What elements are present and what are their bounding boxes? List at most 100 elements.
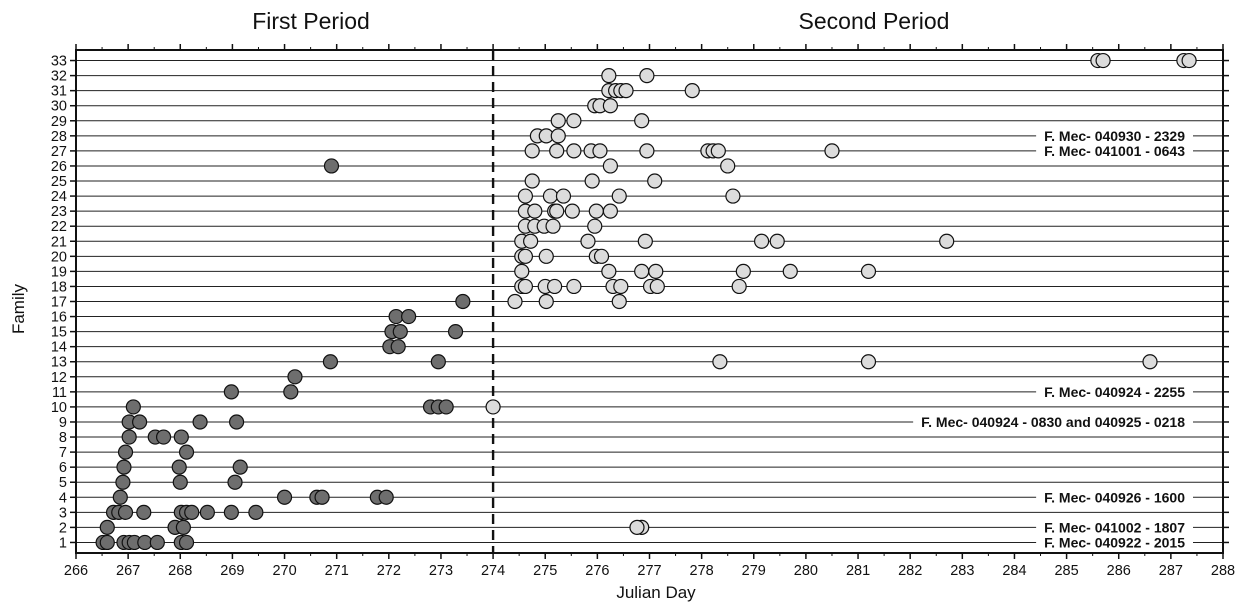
- first-period-point: [172, 474, 188, 490]
- first-period-point: [112, 489, 128, 505]
- x-tick-label: 276: [585, 563, 609, 579]
- second-period-point: [550, 128, 566, 144]
- second-period-point: [542, 188, 559, 204]
- x-tick-label: 268: [168, 563, 192, 579]
- y-tick-label: 5: [59, 475, 67, 491]
- second-period-point: [647, 173, 663, 189]
- second-period-point: [601, 263, 617, 279]
- x-axis-label: Julian Day: [616, 583, 696, 602]
- y-tick-label: 26: [51, 159, 67, 175]
- first-period-point: [287, 369, 303, 385]
- x-tick-label: 266: [64, 563, 88, 579]
- annotation-label: F. Mec- 040930 - 2329: [1044, 128, 1185, 144]
- y-tick-label: 22: [51, 219, 67, 235]
- y-tick-label: 18: [51, 279, 67, 295]
- y-tick-label: 17: [51, 295, 67, 311]
- first-period-point: [378, 489, 394, 505]
- second-period-point: [555, 188, 572, 204]
- y-tick-label: 1: [59, 535, 67, 551]
- y-tick-label: 32: [51, 69, 67, 85]
- second-period-point: [720, 158, 736, 174]
- x-tick-label: 283: [950, 563, 974, 579]
- second-period-point: [524, 173, 540, 189]
- second-period-point: [549, 143, 565, 159]
- y-tick-label: 27: [51, 144, 67, 160]
- y-tick-label: 30: [51, 99, 67, 115]
- second-period-point: [523, 233, 539, 249]
- first-period-point: [390, 339, 406, 355]
- second-period-point: [639, 68, 655, 84]
- x-tick-label: 280: [794, 563, 818, 579]
- x-tick-label: 288: [1211, 563, 1235, 579]
- second-period-point: [566, 278, 582, 295]
- first-period-point: [438, 399, 454, 415]
- first-period-point: [314, 489, 330, 505]
- first-period-point: [276, 489, 293, 505]
- first-period-point: [132, 414, 148, 430]
- annotation-background: [1036, 141, 1193, 160]
- x-tick-label: 270: [272, 563, 296, 579]
- annotation-background: [1036, 518, 1193, 537]
- second-period-point: [611, 293, 627, 310]
- x-tick-label: 285: [1054, 563, 1078, 579]
- second-period-point: [564, 203, 580, 219]
- second-period-point: [517, 188, 534, 204]
- second-period-point: [712, 354, 728, 370]
- first-period-point: [192, 414, 208, 430]
- first-period-point: [199, 504, 215, 520]
- second-period-point: [593, 248, 610, 264]
- first-period-point: [283, 384, 299, 400]
- x-tick-label: 275: [533, 563, 557, 579]
- first-period-point: [178, 444, 195, 460]
- y-tick-label: 10: [51, 400, 67, 416]
- first-period-point: [178, 534, 195, 551]
- first-period-point: [392, 324, 408, 340]
- second-period-point: [587, 218, 603, 234]
- first-period-point: [171, 459, 187, 475]
- first-period-point: [136, 504, 152, 520]
- second-period-point: [684, 83, 700, 99]
- x-tick-label: 269: [220, 563, 244, 579]
- second-period-point: [769, 233, 785, 249]
- x-tick-label: 279: [742, 563, 766, 579]
- second-period-point: [566, 143, 582, 159]
- second-period-point: [860, 263, 877, 279]
- first-period-point: [137, 534, 153, 551]
- annotation-label: F. Mec- 041001 - 0643: [1044, 143, 1185, 159]
- x-tick-label: 274: [481, 563, 505, 579]
- second-period-point: [545, 218, 561, 234]
- y-tick-label: 4: [59, 490, 67, 506]
- second-period-title: Second Period: [799, 8, 950, 34]
- annotation-background: [1036, 382, 1193, 401]
- x-tick-label: 282: [898, 563, 922, 579]
- second-period-point: [601, 68, 617, 84]
- second-period-point: [1181, 52, 1197, 69]
- second-period-point: [648, 263, 664, 279]
- second-period-point: [580, 233, 596, 249]
- second-period-point: [649, 278, 665, 295]
- first-period-point: [149, 534, 165, 551]
- y-tick-label: 25: [51, 174, 67, 190]
- x-tick-label: 271: [325, 563, 349, 579]
- second-period-point: [592, 143, 608, 159]
- y-tick-label: 2: [59, 520, 67, 536]
- x-tick-label: 273: [429, 563, 453, 579]
- y-tick-label: 12: [51, 370, 67, 386]
- y-tick-label: 6: [59, 460, 67, 476]
- first-period-point: [117, 444, 134, 460]
- first-period-point: [184, 504, 200, 520]
- first-period-point: [223, 504, 239, 520]
- first-period-point: [322, 354, 339, 370]
- second-period-point: [824, 143, 840, 159]
- y-tick-label: 21: [51, 234, 67, 250]
- annotation-label: F. Mec- 040926 - 1600: [1044, 489, 1185, 505]
- second-period-point: [725, 188, 741, 204]
- x-tick-label: 286: [1107, 563, 1131, 579]
- first-period-point: [248, 504, 264, 520]
- annotation-background: [1036, 488, 1193, 507]
- second-period-point: [860, 354, 877, 370]
- second-period-point: [735, 263, 751, 279]
- y-tick-label: 31: [51, 84, 67, 100]
